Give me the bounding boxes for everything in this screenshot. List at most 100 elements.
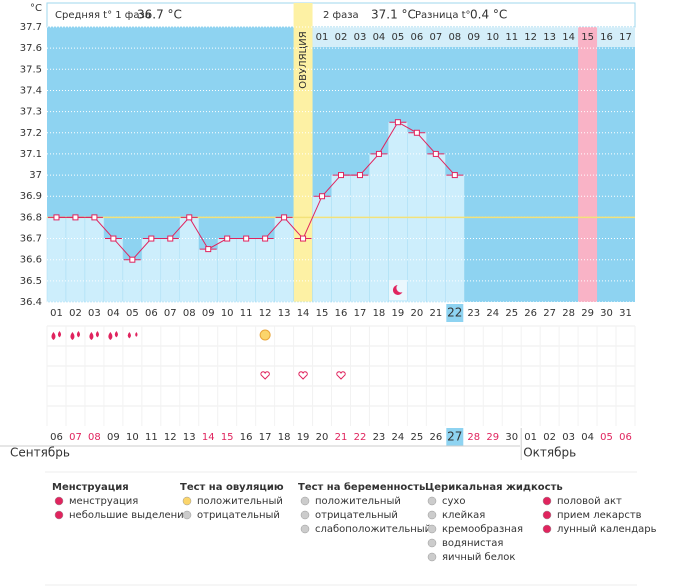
- point: [281, 214, 288, 221]
- drop-icon: [127, 332, 131, 339]
- point: [186, 214, 193, 221]
- y-tick-label: 36.5: [20, 276, 42, 287]
- phase2-day: 06: [411, 32, 424, 43]
- heart-icon: [336, 371, 346, 380]
- phase2-day: 11: [505, 32, 518, 43]
- date: 04: [581, 432, 594, 443]
- cycle-day: 11: [240, 308, 253, 319]
- date: 21: [335, 432, 348, 443]
- cycle-day: 08: [183, 308, 196, 319]
- legend-icon: [427, 510, 437, 520]
- y-tick-label: 37.7: [20, 22, 42, 33]
- phase2-day: 10: [486, 32, 499, 43]
- cycle-day: 16: [335, 308, 348, 319]
- cycle-day: 26: [524, 308, 537, 319]
- cycle-day: 23: [467, 308, 480, 319]
- point: [451, 172, 458, 179]
- unit-label: °C: [30, 3, 42, 14]
- area-bar: [141, 238, 162, 303]
- cycle-day: 31: [619, 308, 632, 319]
- legend-icon: [182, 496, 192, 506]
- heart-icon: [260, 371, 270, 380]
- y-tick-label: 37.5: [20, 64, 42, 75]
- ovulation-label: ОВУЛЯЦИЯ: [298, 31, 309, 89]
- date: 06: [50, 432, 63, 443]
- area-bar: [426, 153, 446, 303]
- legend-item: прием лекарств: [557, 510, 642, 521]
- drop-icon: [108, 332, 113, 340]
- cycle-day: 19: [392, 308, 405, 319]
- pink-column: [578, 27, 598, 302]
- drop-icon: [51, 332, 56, 340]
- point: [167, 235, 174, 242]
- drop-icon: [95, 331, 100, 338]
- point: [53, 214, 60, 221]
- cycle-day: 05: [126, 308, 139, 319]
- moon-cut: [396, 283, 406, 293]
- phase2-day: 15: [581, 32, 594, 43]
- date: 02: [543, 432, 556, 443]
- cycle-day: 29: [581, 308, 594, 319]
- point: [319, 193, 326, 200]
- cycle-day: 15: [316, 308, 329, 319]
- y-tick-label: 36.9: [20, 191, 42, 202]
- legend-item: положительный: [197, 496, 283, 507]
- cycle-day: 22: [447, 306, 462, 320]
- phase2-header-pink: [578, 27, 598, 47]
- date: 30: [505, 432, 518, 443]
- cycle-day: 01: [50, 308, 63, 319]
- cycle-day: 25: [505, 308, 518, 319]
- date: 23: [373, 432, 386, 443]
- area-bar: [369, 153, 389, 303]
- phase2-day: 08: [448, 32, 461, 43]
- cycle-day: 09: [202, 308, 215, 319]
- phase2-day: 16: [600, 32, 613, 43]
- date: 06: [619, 432, 632, 443]
- phase2-day: 13: [543, 32, 556, 43]
- legend-icon: [427, 524, 437, 534]
- legend-item: лунный календарь: [557, 524, 657, 535]
- date: 11: [145, 432, 158, 443]
- date: 27: [447, 430, 462, 444]
- legend-icon: [427, 538, 437, 548]
- legend-item: слабоположительный: [315, 524, 431, 535]
- legend-title: Тест на беременность: [298, 481, 425, 493]
- y-tick-label: 37.1: [20, 149, 42, 160]
- header-label: Разница t°: [415, 10, 471, 21]
- cycle-day: 12: [259, 308, 272, 319]
- cycle-day: 10: [221, 308, 234, 319]
- drop-icon: [114, 331, 118, 338]
- area-bar: [293, 238, 313, 303]
- y-tick-label: 36.4: [20, 297, 42, 308]
- drop-icon: [135, 332, 138, 337]
- header-value: 37.1 °C: [371, 8, 416, 22]
- date: 26: [429, 432, 442, 443]
- header-box: [46, 2, 636, 28]
- date: 08: [88, 432, 101, 443]
- cycle-day: 24: [486, 308, 499, 319]
- legend-item: небольшие выделения: [69, 510, 190, 521]
- temperature-line: [56, 121, 456, 261]
- y-tick-label: 37.3: [20, 107, 42, 118]
- phase2-day: 09: [467, 32, 480, 43]
- area-bar: [388, 121, 408, 303]
- cycle-day: 03: [88, 308, 101, 319]
- date: 14: [202, 432, 215, 443]
- cycle-day: 07: [164, 308, 177, 319]
- point: [262, 235, 269, 242]
- y-tick-label: 37.2: [20, 128, 42, 139]
- today-date-box: [446, 428, 464, 446]
- y-tick-label: 36.6: [20, 255, 42, 266]
- date: 09: [107, 432, 120, 443]
- phase2-header: [312, 27, 635, 47]
- phase2-day: 14: [562, 32, 575, 43]
- legend-title: Тест на овуляцию: [180, 482, 284, 493]
- drop-icon: [57, 331, 62, 338]
- point: [243, 235, 250, 242]
- area-bar: [217, 238, 237, 303]
- phase2-day: 07: [429, 32, 442, 43]
- area-bar: [160, 238, 181, 303]
- legend-item: водянистая: [442, 538, 503, 549]
- phase2-day: 17: [619, 32, 632, 43]
